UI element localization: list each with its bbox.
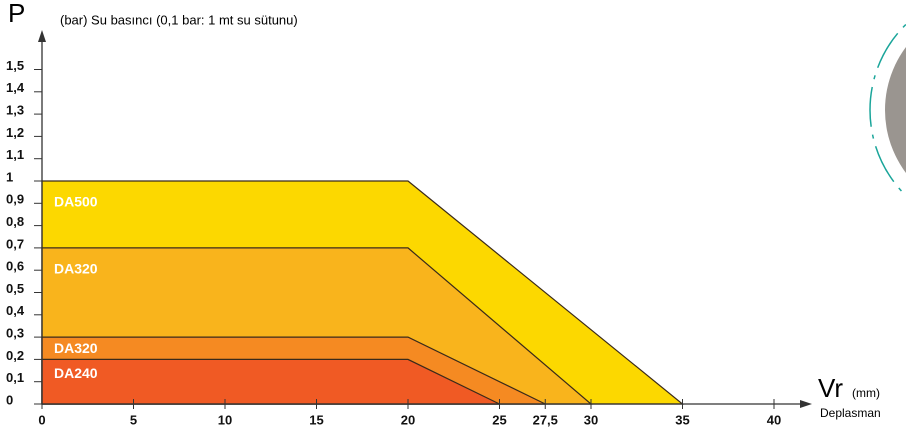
y-arrow [38,30,46,42]
y-tick-label: 0,2 [6,348,24,363]
series-label: DA500 [54,194,98,210]
series-label: DA240 [54,365,98,381]
x-tick-label: 40 [767,412,781,427]
y-tick-label: 0,4 [6,303,25,318]
y-tick-label: 1,2 [6,125,24,140]
x-label: Vr [818,373,843,403]
x-arrow [800,400,812,408]
plot: DA500 DA320 DA320 DA240 0 0,1 0,2 0,3 0,4 0,5 0,6 0… [6,30,812,427]
x-tick-label: 25 [492,412,506,427]
y-tick-label: 1 [6,169,13,184]
decoration [869,23,906,197]
y-subtitle: (bar) Su basıncı (0,1 bar: 1 mt su sütun… [60,12,298,27]
x-tick-label: 20 [401,412,415,427]
y-tick-label: 0,9 [6,192,24,207]
x-tick-label: 15 [309,412,323,427]
x-subtitle: Deplasman [820,406,881,420]
x-tick-label: 27,5 [533,412,558,427]
decor-ring [869,23,906,197]
y-tick-label: 1,1 [6,147,24,162]
y-tick-label: 0 [6,392,13,407]
x-unit: (mm) [852,386,880,400]
y-tick-label: 0,8 [6,214,24,229]
x-tick-label: 0 [38,412,45,427]
y-tick-label: 0,3 [6,326,24,341]
x-tick-label: 10 [218,412,232,427]
y-tick-label: 1,5 [6,58,24,73]
y-tick-label: 0,6 [6,259,24,274]
x-tick-label: 35 [675,412,689,427]
series-label: DA320 [54,340,98,356]
x-tick-label: 30 [584,412,598,427]
decor-disc [885,47,906,173]
y-tick-label: 0,5 [6,281,24,296]
y-tick-label: 1,4 [6,80,25,95]
x-tick-label: 5 [130,412,137,427]
y-tick-label: 0,7 [6,236,24,251]
y-tick-label: 1,3 [6,103,24,118]
y-label: P [8,0,25,28]
y-tick-label: 0,1 [6,370,24,385]
series-label: DA320 [54,261,98,277]
